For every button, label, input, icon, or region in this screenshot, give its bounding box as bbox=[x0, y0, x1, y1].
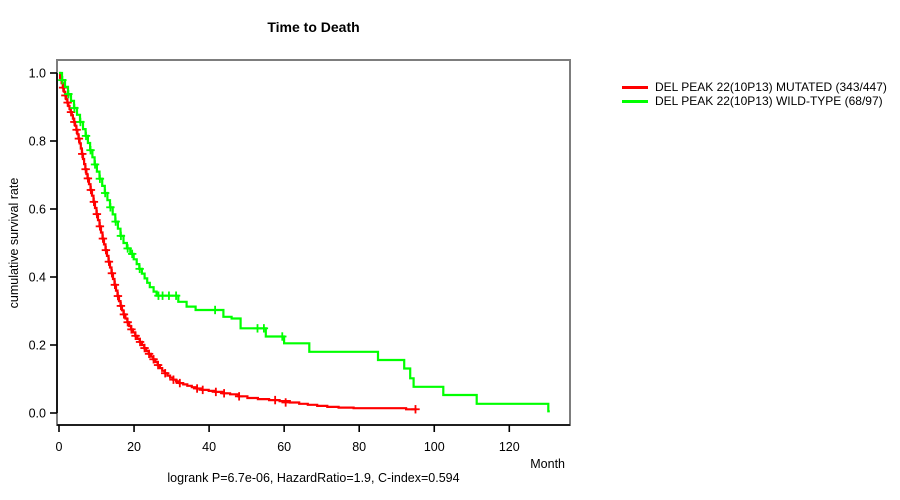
y-tick-label: 0.8 bbox=[29, 134, 46, 148]
mutated-line-swatch bbox=[622, 85, 648, 89]
y-tick-label: 0.0 bbox=[29, 406, 46, 420]
survival-curve-wild-type bbox=[59, 71, 550, 413]
x-tick-label: 0 bbox=[56, 440, 63, 454]
chart-title: Time to Death bbox=[267, 19, 360, 35]
y-tick-label: 1.0 bbox=[29, 66, 46, 80]
x-tick-label: 100 bbox=[424, 440, 445, 454]
x-tick-label: 80 bbox=[352, 440, 366, 454]
y-axis-label: cumulative survival rate bbox=[7, 177, 21, 309]
x-tick-label: 20 bbox=[127, 440, 141, 454]
legend-item-wild-type: DEL PEAK 22(10P13) WILD-TYPE (68/97) bbox=[622, 94, 887, 108]
survival-curve-mutated bbox=[59, 71, 417, 411]
legend-label-mutated: DEL PEAK 22(10P13) MUTATED (343/447) bbox=[655, 80, 887, 94]
y-tick-label: 0.6 bbox=[29, 202, 46, 216]
plot-frame bbox=[56, 59, 571, 426]
legend: DEL PEAK 22(10P13) MUTATED (343/447) DEL… bbox=[622, 80, 887, 108]
legend-label-wild-type: DEL PEAK 22(10P13) WILD-TYPE (68/97) bbox=[655, 94, 883, 108]
logrank-annotation: logrank P=6.7e-06, HazardRatio=1.9, C-in… bbox=[167, 471, 460, 485]
y-tick-label: 0.4 bbox=[29, 270, 46, 284]
x-tick-label: 40 bbox=[202, 440, 216, 454]
y-tick-label: 0.2 bbox=[29, 338, 46, 352]
x-tick-label: 120 bbox=[499, 440, 520, 454]
x-axis-label: Month bbox=[530, 457, 565, 471]
x-tick-label: 60 bbox=[277, 440, 291, 454]
legend-item-mutated: DEL PEAK 22(10P13) MUTATED (343/447) bbox=[622, 80, 887, 94]
wild-type-line-swatch bbox=[622, 99, 648, 103]
